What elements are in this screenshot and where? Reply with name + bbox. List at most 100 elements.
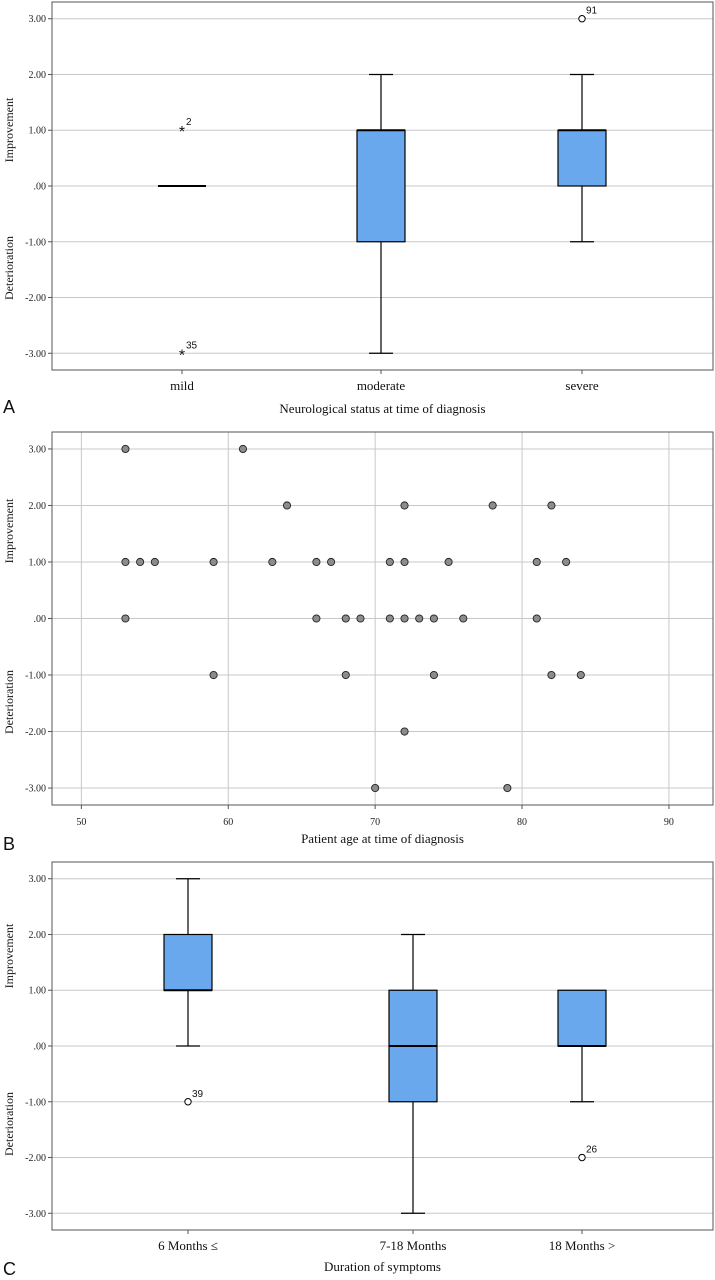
data-point bbox=[400, 501, 409, 510]
y-tick-label: 1.00 bbox=[29, 986, 47, 997]
plot-frame bbox=[51, 861, 714, 1231]
plot-frame bbox=[51, 1, 714, 371]
data-point bbox=[268, 557, 277, 567]
y-tick-label: -3.00 bbox=[25, 1209, 46, 1220]
data-point bbox=[576, 670, 585, 680]
data-point bbox=[209, 670, 218, 680]
category-label: 18 Months > bbox=[549, 1238, 616, 1253]
y-tick-label: 1.00 bbox=[29, 557, 47, 568]
x-tick-label: 80 bbox=[517, 817, 527, 828]
panel-letter: A bbox=[3, 397, 15, 417]
outlier-label: 2 bbox=[186, 117, 192, 128]
y-tick-label: 3.00 bbox=[29, 874, 47, 885]
data-point bbox=[547, 670, 556, 680]
data-point bbox=[400, 557, 409, 567]
data-point bbox=[356, 614, 365, 623]
y-tick-label: 2.00 bbox=[29, 70, 47, 81]
box bbox=[557, 989, 607, 1047]
data-point bbox=[327, 557, 336, 567]
data-point bbox=[562, 557, 571, 567]
y-tick-label: 2.00 bbox=[29, 930, 47, 941]
data-point bbox=[459, 614, 468, 623]
y-annotation-improvement: Improvement bbox=[2, 923, 16, 988]
y-tick-label: -3.00 bbox=[25, 784, 46, 795]
data-point bbox=[429, 670, 438, 680]
y-annotation-deterioration: Deterioration bbox=[2, 1092, 16, 1156]
chart-panel-c: 3.00 2.00 1.00 .00 -1.00 -2.00 -3.00 6 Months ≤… bbox=[2, 861, 714, 1279]
x-tick-label: 70 bbox=[370, 817, 380, 828]
data-point bbox=[136, 557, 145, 567]
outlier-marker bbox=[578, 15, 586, 23]
data-point bbox=[532, 557, 541, 567]
y-tick-label: -1.00 bbox=[25, 671, 46, 682]
y-tick-label: -1.00 bbox=[25, 1097, 46, 1108]
data-point bbox=[385, 557, 394, 567]
x-tick-label: 90 bbox=[664, 817, 674, 828]
category-label: mild bbox=[170, 378, 194, 393]
y-tick-label: 2.00 bbox=[29, 501, 47, 512]
data-point bbox=[150, 557, 159, 567]
data-point bbox=[312, 614, 321, 623]
extreme-outlier-marker: * bbox=[179, 124, 185, 141]
chart-panel-a: 3.00 2.00 1.00 .00 -1.00 -2.00 -3.00 mild modera… bbox=[2, 1, 714, 417]
y-tick-label: -2.00 bbox=[25, 1153, 46, 1164]
y-tick-label: .00 bbox=[34, 614, 47, 625]
outlier-label: 91 bbox=[586, 6, 598, 17]
data-point bbox=[121, 557, 130, 567]
outlier-label: 35 bbox=[186, 340, 198, 351]
extreme-outlier-marker: * bbox=[179, 347, 185, 364]
data-point bbox=[121, 444, 130, 454]
box bbox=[356, 129, 406, 243]
outlier-label: 39 bbox=[192, 1089, 204, 1100]
x-axis-title: Neurological status at time of diagnosis bbox=[279, 401, 485, 416]
outlier-marker bbox=[578, 1153, 586, 1162]
category-label: 7-18 Months bbox=[380, 1238, 447, 1253]
data-point bbox=[429, 614, 438, 623]
category-label: severe bbox=[565, 378, 598, 393]
data-point bbox=[385, 614, 394, 623]
y-tick-label: -2.00 bbox=[25, 293, 46, 304]
y-annotation-deterioration: Deterioration bbox=[2, 236, 16, 300]
data-point bbox=[415, 614, 424, 623]
panel-letter: C bbox=[3, 1259, 16, 1279]
x-axis-title: Patient age at time of diagnosis bbox=[301, 831, 464, 846]
x-axis-title: Duration of symptoms bbox=[324, 1259, 441, 1274]
data-point bbox=[400, 727, 409, 736]
y-tick-label: .00 bbox=[34, 1042, 47, 1053]
data-point bbox=[238, 444, 248, 454]
category-label: moderate bbox=[357, 378, 406, 393]
data-point bbox=[121, 614, 130, 623]
x-tick-label: 50 bbox=[76, 817, 86, 828]
y-annotation-improvement: Improvement bbox=[2, 498, 16, 563]
box bbox=[557, 129, 607, 187]
y-tick-label: 3.00 bbox=[29, 444, 47, 455]
data-point bbox=[371, 783, 380, 793]
box bbox=[163, 933, 213, 991]
data-point bbox=[312, 557, 321, 567]
y-annotation-improvement: Improvement bbox=[2, 97, 16, 162]
y-tick-label: -3.00 bbox=[25, 349, 46, 360]
data-point bbox=[209, 557, 218, 567]
data-point bbox=[282, 501, 292, 510]
data-point bbox=[503, 783, 512, 793]
outlier-label: 26 bbox=[586, 1145, 598, 1156]
data-point bbox=[547, 501, 556, 510]
category-label: 6 Months ≤ bbox=[158, 1238, 218, 1253]
y-tick-label: .00 bbox=[34, 182, 47, 193]
chart-panel-b: 3.00 2.00 1.00 .00 -1.00 -2.00 -3.00 50 60 70 80 90… bbox=[2, 431, 714, 854]
data-point bbox=[341, 614, 350, 623]
x-tick-label: 60 bbox=[223, 817, 233, 828]
data-point bbox=[532, 614, 541, 623]
y-tick-label: 3.00 bbox=[29, 14, 47, 25]
outlier-marker bbox=[184, 1098, 192, 1106]
y-tick-label: -2.00 bbox=[25, 727, 46, 738]
data-point bbox=[400, 614, 409, 623]
data-point bbox=[488, 501, 497, 510]
data-point bbox=[341, 670, 350, 680]
plot-frame bbox=[51, 431, 714, 806]
y-annotation-deterioration: Deterioration bbox=[2, 670, 16, 734]
y-tick-label: 1.00 bbox=[29, 126, 47, 137]
panel-letter: B bbox=[3, 834, 15, 854]
y-tick-label: -1.00 bbox=[25, 237, 46, 248]
data-point bbox=[444, 557, 453, 567]
